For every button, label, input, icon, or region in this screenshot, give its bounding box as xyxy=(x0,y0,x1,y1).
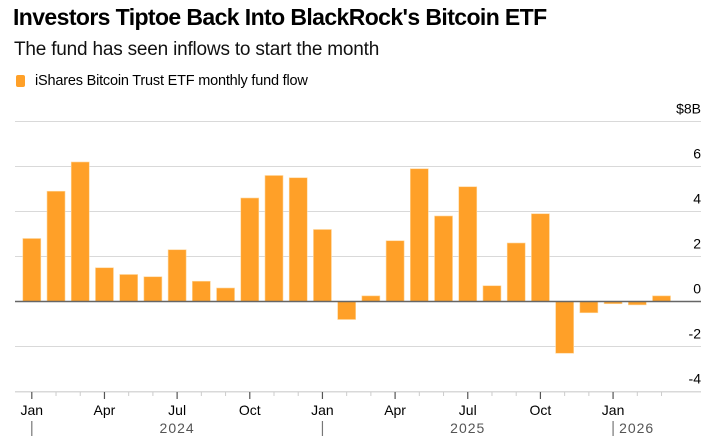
x-tick-label: Jul xyxy=(459,402,477,418)
x-tick-label: Jul xyxy=(168,402,186,418)
legend-label: iShares Bitcoin Trust ETF monthly fund f… xyxy=(35,73,308,89)
y-tick-label: 2 xyxy=(693,236,701,252)
x-tick-label: Apr xyxy=(384,402,406,418)
bar xyxy=(337,301,356,320)
y-tick-label: 6 xyxy=(693,146,701,162)
bar xyxy=(410,168,429,302)
x-tick-label: Jan xyxy=(21,402,44,418)
x-tick-label: Jan xyxy=(602,402,625,418)
chart-subtitle: The fund has seen inflows to start the m… xyxy=(14,39,380,60)
bar xyxy=(313,229,332,302)
bar xyxy=(216,287,235,302)
bar xyxy=(506,242,526,302)
y-tick-label: -2 xyxy=(689,326,702,342)
year-label: 2025 xyxy=(450,420,485,436)
bar xyxy=(22,238,42,302)
y-tick-label: $8B xyxy=(676,101,701,117)
x-tick-label: Jan xyxy=(311,402,334,418)
bar xyxy=(434,215,453,302)
bar xyxy=(361,295,381,302)
bar xyxy=(652,295,671,302)
x-tick-label: Oct xyxy=(239,402,261,418)
chart-title: Investors Tiptoe Back Into BlackRock's B… xyxy=(13,4,547,30)
bar xyxy=(555,301,574,354)
bar xyxy=(482,285,502,302)
bar xyxy=(192,280,211,302)
y-tick-label: 0 xyxy=(693,281,701,297)
legend: iShares Bitcoin Trust ETF monthly fund f… xyxy=(16,73,308,89)
bar xyxy=(70,161,90,302)
bar xyxy=(288,177,308,302)
y-tick-label: 4 xyxy=(693,191,701,207)
y-axis-labels: -4 -2 0 2 4 6 $8B xyxy=(676,101,701,387)
bar xyxy=(95,267,114,302)
bar xyxy=(458,186,478,302)
bar xyxy=(46,190,66,302)
bar xyxy=(264,175,284,302)
bar xyxy=(240,197,260,302)
x-tick-label: Oct xyxy=(530,402,552,418)
bar xyxy=(385,240,405,302)
bar xyxy=(143,276,163,302)
x-tick-label: Apr xyxy=(94,402,116,418)
legend-swatch xyxy=(16,75,25,87)
year-label: 2026 xyxy=(619,420,654,436)
bar xyxy=(119,274,138,302)
bar xyxy=(579,301,599,314)
x-axis: Jan Apr Jul Oct Jan Apr Jul Oct Jan 2024 2025 2026 xyxy=(15,391,701,436)
y-tick-label: -4 xyxy=(689,371,702,387)
bars xyxy=(22,161,671,354)
bar xyxy=(531,213,550,302)
gridlines xyxy=(15,121,701,392)
year-label: 2024 xyxy=(160,420,195,436)
bar xyxy=(167,249,187,302)
